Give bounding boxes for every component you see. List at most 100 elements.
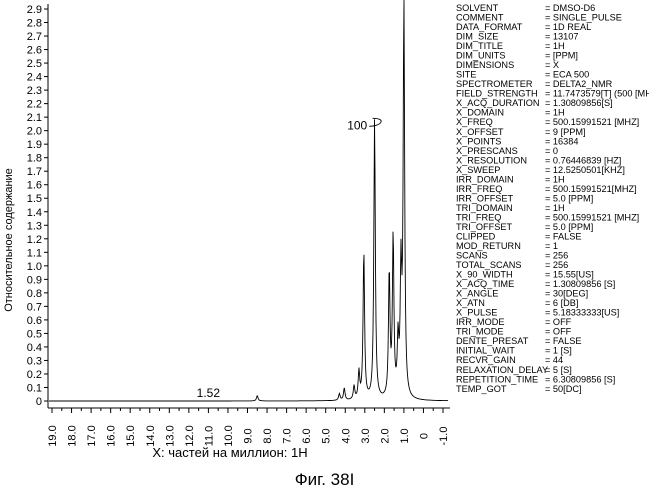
param-value: = 9 [PPM] xyxy=(545,127,586,137)
param-value: = 5.0 [PPM] xyxy=(545,193,593,203)
param-value: = 1H xyxy=(545,41,565,51)
param-value: = 1.30809856[S] xyxy=(545,98,613,108)
x-tick-label: 18.0 xyxy=(67,425,79,446)
x-tick-label: 12.0 xyxy=(184,425,196,446)
param-name: DIM_SIZE xyxy=(456,32,498,42)
param-value: = 5.0 [PPM] xyxy=(545,222,593,232)
param-name: X_ANGLE xyxy=(456,289,498,299)
param-name: X_FREQ xyxy=(456,117,493,127)
param-name: SOLVENT xyxy=(456,3,499,13)
y-tick-label: 0.3 xyxy=(27,355,42,367)
param-name: DATA_FORMAT xyxy=(456,22,523,32)
y-tick-label: 1.0 xyxy=(27,261,42,273)
param-value: = 1D REAL xyxy=(545,22,591,32)
param-value: = 11.7473579[T] (500 [MH] xyxy=(545,89,649,99)
param-value: = 0 xyxy=(545,146,558,156)
param-name: X_PULSE xyxy=(456,308,497,318)
param-name: X_POINTS xyxy=(456,136,501,146)
param-value: = 50[DC] xyxy=(545,384,582,394)
integral-label: 100 xyxy=(347,118,367,132)
param-value: = DMSO-D6 xyxy=(545,3,595,13)
param-name: FIELD_STRENGTH xyxy=(456,89,538,99)
acquisition-parameters: SOLVENT= DMSO-D6COMMENT= SINGLE_PULSEDAT… xyxy=(456,3,649,394)
x-tick-label: 19.0 xyxy=(47,425,59,446)
param-name: X_SWEEP xyxy=(456,165,500,175)
param-name: IRR_OFFSET xyxy=(456,193,514,203)
x-tick-label: 14.0 xyxy=(145,425,157,446)
y-tick-label: 0.7 xyxy=(27,301,42,313)
param-name: X_90_WIDTH xyxy=(456,270,513,280)
y-tick-label: 0.6 xyxy=(27,315,42,327)
param-name: TEMP_GOT xyxy=(456,384,507,394)
y-tick-label: 0.5 xyxy=(27,328,42,340)
y-tick-label: 2.9 xyxy=(27,4,42,16)
y-tick-label: 1.3 xyxy=(27,220,42,232)
y-tick-label: 0.9 xyxy=(27,274,42,286)
param-name: X_ATN xyxy=(456,298,485,308)
param-value: = 1 [S] xyxy=(545,346,572,356)
y-tick-label: 1.5 xyxy=(27,193,42,205)
param-name: INITIAL_WAIT xyxy=(456,346,515,356)
param-name: SITE xyxy=(456,70,476,80)
param-name: REPETITION_TIME xyxy=(456,374,538,384)
param-value: = 0.76446839 [HZ] xyxy=(545,155,621,165)
x-tick-label: 15.0 xyxy=(125,425,137,446)
x-tick-label: 3.0 xyxy=(360,428,372,443)
param-value: = OFF xyxy=(545,327,572,337)
y-tick-label: 1.9 xyxy=(27,139,42,151)
param-value: = 1H xyxy=(545,174,565,184)
param-name: DENTE_PRESAT xyxy=(456,336,529,346)
y-tick-label: 0.4 xyxy=(27,342,42,354)
param-name: X_PRESCANS xyxy=(456,146,518,156)
x-tick-label: 16.0 xyxy=(106,425,118,446)
param-name: TOTAL_SCANS xyxy=(456,260,522,270)
param-name: TRI_FREQ xyxy=(456,212,501,222)
x-tick-label: 7.0 xyxy=(282,428,294,443)
param-value: = ECA 500 xyxy=(545,70,589,80)
param-name: SPECTROMETER xyxy=(456,79,533,89)
param-name: RELAXATION_DELAY xyxy=(456,365,548,375)
param-name: X_RESOLUTION xyxy=(456,155,527,165)
param-value: = 15.55[US] xyxy=(545,270,594,280)
param-name: DIM_TITLE xyxy=(456,41,503,51)
param-name: IRR_FREQ xyxy=(456,184,502,194)
x-tick-label: 8.0 xyxy=(262,428,274,443)
param-value: = 44 xyxy=(545,355,563,365)
param-value: = 500.15991521[MHZ] xyxy=(545,184,637,194)
y-tick-label: 0.2 xyxy=(27,369,42,381)
param-value: = 5 [S] xyxy=(545,365,572,375)
param-name: MOD_RETURN xyxy=(456,241,521,251)
y-tick-label: 0.8 xyxy=(27,288,42,300)
param-value: = 256 xyxy=(545,251,568,261)
param-value: = 1.30809856 [S] xyxy=(545,279,615,289)
param-name: DIMENSIONS xyxy=(456,60,514,70)
x-tick-label: 11.0 xyxy=(203,426,215,447)
y-tick-label: 0 xyxy=(36,396,42,408)
y-tick-label: 1.8 xyxy=(27,153,42,165)
x-axis-label: X: частей на миллион: 1H xyxy=(152,445,307,460)
x-tick-label: 6.0 xyxy=(301,428,313,443)
param-name: CLIPPED xyxy=(456,231,496,241)
x-tick-label: 10.0 xyxy=(223,425,235,446)
param-name: IRR_MODE xyxy=(456,317,505,327)
y-axis-label: Относительное содержание xyxy=(3,168,15,312)
x-tick-label: -1.0 xyxy=(438,427,450,446)
y-axis-ticks: 00.10.20.30.40.50.60.70.80.91.01.11.21.3… xyxy=(27,4,48,408)
param-name: TRI_OFFSET xyxy=(456,222,513,232)
y-tick-label: 2.6 xyxy=(27,45,42,57)
x-tick-label: 17.0 xyxy=(86,425,98,446)
y-tick-label: 2.2 xyxy=(27,99,42,111)
y-tick-label: 1.4 xyxy=(27,207,42,219)
x-tick-label: 2.0 xyxy=(379,428,391,443)
x-tick-label: 5.0 xyxy=(321,428,333,443)
x-axis-ticks: 19.018.017.016.015.014.013.012.011.010.0… xyxy=(47,408,450,447)
param-name: IRR_DOMAIN xyxy=(456,174,514,184)
plot-frame xyxy=(48,4,450,408)
param-name: DIM_UNITS xyxy=(456,51,506,61)
param-value: = X xyxy=(545,60,559,70)
param-value: = FALSE xyxy=(545,231,582,241)
peak-annotations: 1.52100 xyxy=(197,118,382,400)
param-value: = 6.30809856 [S] xyxy=(545,374,615,384)
param-value: = 12.5250501[KHZ] xyxy=(545,165,625,175)
param-value: = 1H xyxy=(545,203,565,213)
